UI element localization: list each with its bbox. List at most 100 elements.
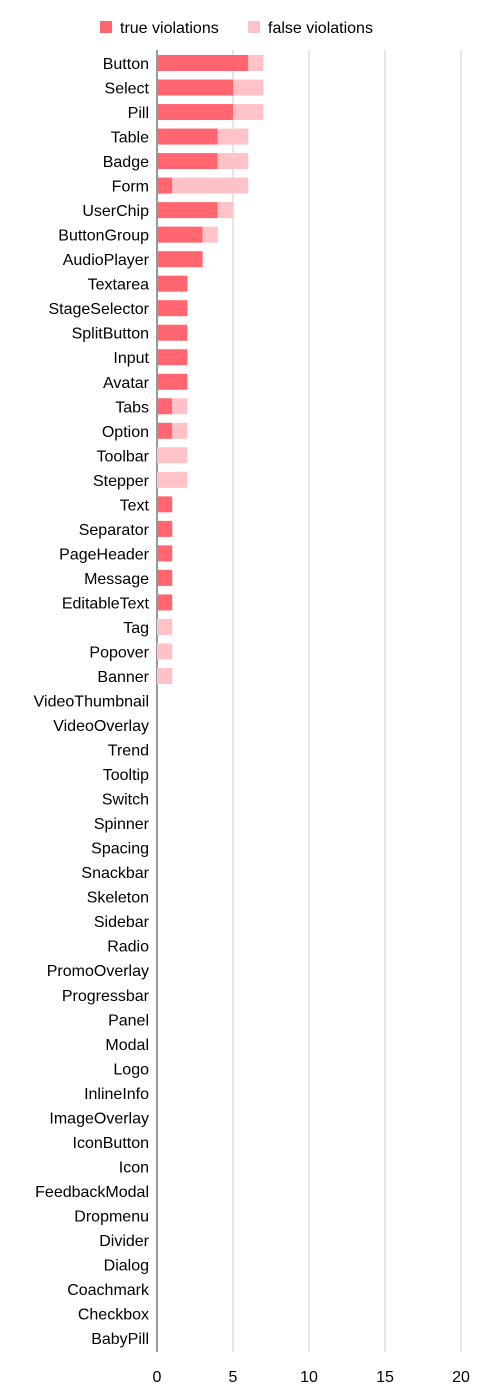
category-label-stepper: Stepper	[93, 473, 150, 490]
category-label-avatar: Avatar	[103, 375, 150, 392]
category-label-pill: Pill	[128, 105, 149, 122]
category-label-iconbutton: IconButton	[73, 1135, 150, 1152]
category-label-message: Message	[84, 571, 149, 588]
bar-true-violations-badge	[157, 153, 218, 170]
category-label-stageselector: StageSelector	[48, 301, 149, 318]
category-label-videooverlay: VideoOverlay	[53, 718, 149, 735]
category-label-progressbar: Progressbar	[62, 988, 150, 1005]
bar-false-violations-table	[217, 128, 249, 145]
category-label-spinner: Spinner	[94, 816, 150, 833]
bar-true-violations-splitbutton	[157, 324, 188, 341]
category-label-trend: Trend	[108, 743, 149, 760]
category-label-editabletext: EditableText	[62, 595, 150, 612]
category-label-promooverlay: PromoOverlay	[47, 963, 149, 980]
bar-true-violations-message	[157, 569, 173, 586]
category-label-dialog: Dialog	[104, 1257, 149, 1274]
category-label-dropmenu: Dropmenu	[74, 1208, 149, 1225]
category-label-coachmark: Coachmark	[67, 1282, 150, 1299]
category-label-pageheader: PageHeader	[59, 546, 150, 563]
legend-label-true-violations: true violations	[120, 20, 219, 37]
category-label-userchip: UserChip	[82, 203, 149, 220]
legend-label-false-violations: false violations	[268, 20, 373, 37]
category-labels: Button Select Pill Table Badge Form UserChip Bu…	[34, 56, 150, 1348]
category-label-toolbar: Toolbar	[97, 448, 150, 465]
category-label-option: Option	[102, 424, 149, 441]
category-label-splitbutton: SplitButton	[72, 326, 149, 343]
bar-true-violations-userchip	[157, 202, 218, 219]
bar-false-violations-stepper	[157, 471, 188, 488]
bar-false-violations-form	[172, 177, 249, 194]
category-label-inlineinfo: InlineInfo	[84, 1086, 149, 1103]
category-label-button: Button	[103, 56, 149, 73]
category-label-text: Text	[120, 497, 150, 514]
category-label-tooltip: Tooltip	[103, 767, 149, 784]
x-tick-label-10: 10	[300, 1369, 318, 1386]
category-label-switch: Switch	[102, 792, 149, 809]
bar-false-violations-banner	[157, 668, 173, 684]
bar-true-violations-tabs	[157, 398, 173, 415]
bar-false-violations-pill	[233, 104, 264, 121]
bar-false-violations-button	[248, 55, 264, 71]
x-tick-label-5: 5	[229, 1369, 238, 1386]
category-label-babypill: BabyPill	[91, 1331, 149, 1348]
bar-true-violations-buttongroup	[157, 226, 203, 243]
category-label-tabs: Tabs	[115, 399, 149, 416]
bar-true-violations-editabletext	[157, 594, 173, 611]
x-tick-labels: 0 5 10 15 20	[153, 1369, 470, 1386]
bar-false-violations-tag	[157, 618, 173, 635]
category-label-logo: Logo	[113, 1061, 149, 1078]
category-label-popover: Popover	[89, 644, 149, 661]
bar-false-violations-select	[233, 79, 264, 96]
bar-true-violations-textarea	[157, 275, 188, 292]
category-label-textarea: Textarea	[88, 277, 149, 294]
category-label-divider: Divider	[99, 1233, 149, 1250]
bar-true-violations-pill	[157, 104, 233, 121]
category-label-modal: Modal	[105, 1037, 149, 1054]
bar-false-violations-userchip	[217, 202, 233, 219]
bar-true-violations-text	[157, 496, 173, 513]
category-label-checkbox: Checkbox	[78, 1307, 149, 1324]
legend-swatch-false-violations	[248, 21, 260, 33]
category-label-icon: Icon	[119, 1159, 149, 1176]
bar-true-violations-form	[157, 177, 173, 194]
category-label-feedbackmodal: FeedbackModal	[35, 1184, 149, 1201]
bar-true-violations-button	[157, 55, 249, 71]
bar-true-violations-audioplayer	[157, 251, 203, 268]
x-tick-label-15: 15	[376, 1369, 394, 1386]
bar-false-violations-badge	[217, 153, 249, 170]
category-label-skeleton: Skeleton	[87, 890, 149, 907]
bar-true-violations-pageheader	[157, 545, 173, 562]
category-label-sidebar: Sidebar	[94, 914, 150, 931]
bar-false-violations-option	[172, 422, 188, 439]
grid-lines	[156, 50, 462, 1352]
category-label-input: Input	[113, 350, 149, 367]
category-label-tag: Tag	[123, 620, 149, 637]
bar-true-violations-table	[157, 128, 218, 145]
x-tick-label-0: 0	[153, 1369, 162, 1386]
category-label-radio: Radio	[107, 939, 149, 956]
category-label-table: Table	[111, 130, 149, 147]
bar-false-violations-buttongroup	[202, 226, 218, 243]
bar-true-violations-select	[157, 79, 233, 96]
bar-true-violations-stageselector	[157, 300, 188, 317]
category-label-buttongroup: ButtonGroup	[58, 228, 149, 245]
category-label-audioplayer: AudioPlayer	[63, 252, 150, 269]
category-label-panel: Panel	[108, 1012, 149, 1029]
x-tick-label-20: 20	[452, 1369, 470, 1386]
bar-false-violations-popover	[157, 643, 173, 660]
category-label-form: Form	[112, 179, 149, 196]
category-label-banner: Banner	[97, 669, 149, 686]
legend: true violations false violations	[100, 20, 373, 37]
bar-true-violations-option	[157, 422, 173, 439]
bar-false-violations-tabs	[172, 398, 188, 415]
bar-true-violations-separator	[157, 520, 173, 537]
category-label-badge: Badge	[103, 154, 149, 171]
category-label-imageoverlay: ImageOverlay	[49, 1110, 149, 1127]
legend-swatch-true-violations	[100, 21, 112, 33]
bar-false-violations-toolbar	[157, 447, 188, 464]
category-label-snackbar: Snackbar	[81, 865, 149, 882]
bar-true-violations-avatar	[157, 373, 188, 390]
category-label-spacing: Spacing	[91, 841, 149, 858]
